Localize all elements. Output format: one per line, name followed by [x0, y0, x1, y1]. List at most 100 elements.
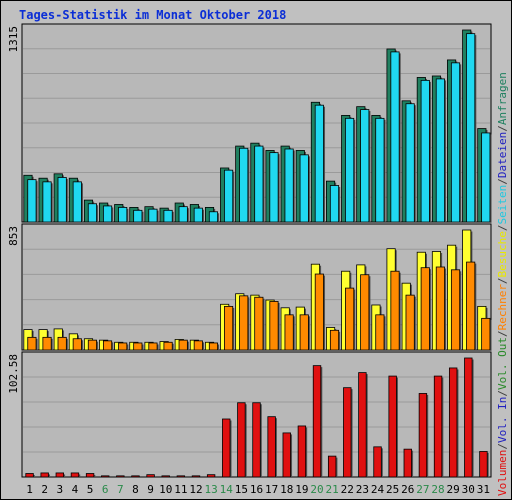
bar-seiten-day-8	[133, 209, 143, 223]
x-tick-day-24: 24	[371, 483, 385, 496]
bar-seiten-day-18	[284, 148, 294, 223]
bar-seiten-day-9	[148, 208, 158, 223]
bar-seiten-day-19	[299, 154, 309, 223]
bar-seiten-day-3	[57, 177, 67, 223]
legend-segment: /	[496, 390, 509, 397]
bar-seiten-day-12	[193, 207, 203, 223]
bar-rechner-day-21	[329, 329, 340, 351]
x-tick-day-29: 29	[447, 483, 460, 496]
bar-volumen-day-18	[282, 432, 291, 478]
legend-segment: /	[496, 277, 509, 284]
y-max-label-3: 102.58	[7, 354, 20, 394]
legend-segment: Rechner	[496, 284, 509, 331]
x-tick-day-14: 14	[220, 483, 234, 496]
bar-volumen-day-9	[146, 474, 155, 478]
bar-seiten-day-24	[375, 117, 385, 223]
x-tick-day-10: 10	[159, 483, 172, 496]
bar-seiten-day-25	[390, 51, 400, 223]
chart-title: Tages-Statistik im Monat Oktober 2018	[19, 8, 287, 22]
legend-segment: Dateien	[496, 132, 509, 178]
x-tick-day-6: 6	[102, 483, 109, 496]
x-tick-day-20: 20	[310, 483, 323, 496]
bar-rechner-day-17	[269, 301, 279, 351]
bar-rechner-day-8	[133, 342, 143, 351]
bar-rechner-day-14	[224, 305, 234, 351]
bar-rechner-day-26	[405, 294, 415, 351]
bar-seiten-day-21	[329, 185, 340, 223]
bar-seiten-day-22	[345, 117, 355, 223]
legend-segment: /	[496, 178, 509, 185]
x-tick-day-17: 17	[265, 483, 278, 496]
bar-seiten-day-15	[239, 147, 249, 223]
series-legend: Volumen/Vol. In/Vol. Out/Rechner/Besuche…	[496, 72, 509, 496]
bar-volumen-day-24	[373, 446, 382, 478]
bar-volumen-day-1	[25, 473, 34, 478]
bar-rechner-day-19	[299, 314, 309, 351]
bar-volumen-day-28	[433, 375, 443, 478]
bar-rechner-day-4	[72, 338, 82, 351]
bar-rechner-day-24	[375, 314, 385, 351]
bar-volumen-day-27	[418, 393, 428, 478]
bar-rechner-day-31	[481, 317, 491, 351]
bar-seiten-day-6	[102, 205, 113, 223]
legend-segment: Seiten	[496, 185, 509, 225]
bar-rechner-day-30	[466, 261, 476, 351]
bar-rechner-day-15	[239, 295, 249, 351]
bar-volumen-day-10	[161, 475, 170, 478]
x-tick-day-7: 7	[117, 483, 124, 496]
bar-volumen-day-23	[358, 372, 367, 478]
bar-seiten-day-4	[72, 181, 82, 223]
bar-volumen-day-13	[206, 474, 216, 478]
x-tick-day-15: 15	[235, 483, 248, 496]
bar-seiten-day-30	[466, 33, 476, 223]
bar-seiten-day-29	[450, 62, 461, 223]
x-tick-day-18: 18	[280, 483, 293, 496]
bar-seiten-day-31	[481, 132, 491, 223]
bar-seiten-day-2	[42, 181, 52, 223]
bar-seiten-day-26	[405, 103, 415, 223]
bar-rechner-day-25	[390, 270, 400, 351]
legend-segment: Anfragen	[496, 72, 509, 125]
bar-seiten-day-17	[269, 152, 279, 223]
bar-seiten-day-7	[118, 206, 128, 223]
x-tick-day-28: 28	[431, 483, 444, 496]
bar-rechner-day-1	[27, 336, 37, 351]
bar-volumen-day-20	[312, 365, 322, 478]
bar-rechner-day-22	[345, 287, 355, 351]
bar-volumen-day-5	[85, 473, 95, 478]
x-tick-day-27: 27	[416, 483, 429, 496]
bar-volumen-day-29	[448, 367, 458, 478]
bar-rechner-day-28	[435, 266, 445, 351]
x-tick-day-12: 12	[189, 483, 202, 496]
bar-seiten-day-10	[163, 209, 173, 223]
bar-volumen-day-31	[479, 451, 488, 478]
bar-volumen-day-12	[191, 475, 201, 478]
legend-segment: Volumen	[496, 450, 509, 496]
x-tick-day-8: 8	[132, 483, 139, 496]
bar-rechner-day-2	[42, 336, 52, 351]
bar-volumen-day-21	[327, 455, 337, 478]
bar-volumen-day-26	[403, 448, 412, 478]
bar-seiten-day-13	[208, 211, 219, 223]
bar-rechner-day-6	[102, 340, 113, 351]
x-tick-day-9: 9	[147, 483, 154, 496]
bar-volumen-day-30	[464, 357, 473, 478]
bar-rechner-day-29	[450, 269, 461, 351]
legend-segment: Besuche	[496, 231, 509, 277]
x-tick-day-4: 4	[72, 483, 79, 496]
x-tick-day-19: 19	[295, 483, 308, 496]
x-tick-day-11: 11	[174, 483, 187, 496]
x-tick-day-3: 3	[57, 483, 64, 496]
bar-volumen-day-2	[40, 472, 49, 478]
bar-volumen-day-3	[55, 472, 65, 478]
bar-rechner-day-12	[193, 340, 203, 351]
y-max-label-1: 1315	[7, 26, 20, 53]
bar-seiten-day-28	[435, 78, 445, 223]
bar-seiten-day-5	[87, 203, 97, 223]
x-tick-day-16: 16	[250, 483, 263, 496]
bar-volumen-day-19	[297, 425, 307, 478]
bar-rechner-day-9	[148, 342, 158, 351]
x-tick-day-2: 2	[41, 483, 48, 496]
